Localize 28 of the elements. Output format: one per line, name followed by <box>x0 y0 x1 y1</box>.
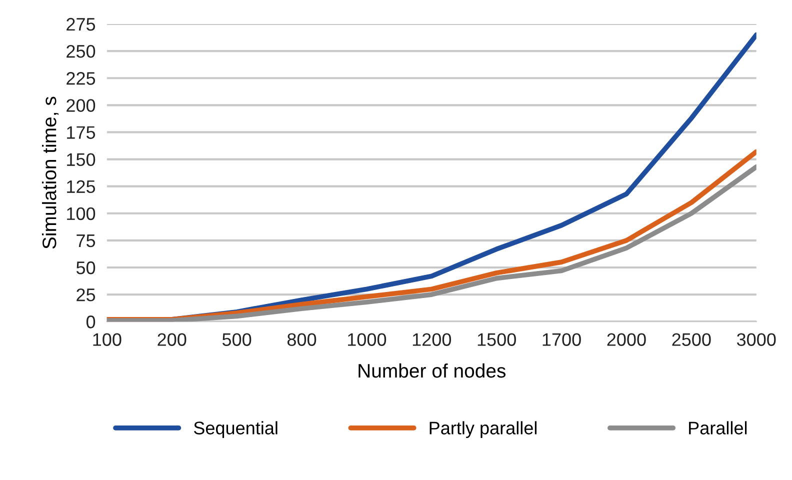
y-tick-label: 50 <box>76 261 96 274</box>
x-tick-label: 1500 <box>478 333 516 346</box>
y-tick-label: 200 <box>66 99 96 112</box>
y-tick-label: 225 <box>66 72 96 85</box>
x-tick-label: 1000 <box>348 333 386 346</box>
x-tick-label: 100 <box>93 333 122 346</box>
x-tick-label: 1200 <box>412 333 452 346</box>
y-tick-label: 125 <box>67 180 96 194</box>
legend-label: Partly parallel <box>430 421 537 438</box>
x-tick-label: 2000 <box>607 333 646 346</box>
y-tick-label: 250 <box>66 44 96 58</box>
y-tick-label: 100 <box>67 207 96 220</box>
x-tick-label: 2500 <box>672 333 711 346</box>
x-tick-label: 500 <box>222 333 252 346</box>
y-tick-label: 150 <box>67 153 96 166</box>
legend-label: Parallel <box>689 421 747 434</box>
x-axis-title: Number of nodes <box>358 363 506 378</box>
y-tick-label: 275 <box>66 18 96 31</box>
y-tick-label: 175 <box>67 126 96 139</box>
x-tick-label: 200 <box>158 333 186 346</box>
x-tick-label: 3000 <box>736 333 776 346</box>
y-tick-label: 25 <box>76 288 96 302</box>
y-tick-label: 0 <box>86 316 96 328</box>
legend-label: Sequential <box>194 421 278 438</box>
y-tick-label: 75 <box>76 234 96 248</box>
y-axis-title: Simulation time, s <box>42 96 59 249</box>
x-tick-label: 800 <box>287 333 316 346</box>
x-tick-label: 1700 <box>542 333 581 346</box>
